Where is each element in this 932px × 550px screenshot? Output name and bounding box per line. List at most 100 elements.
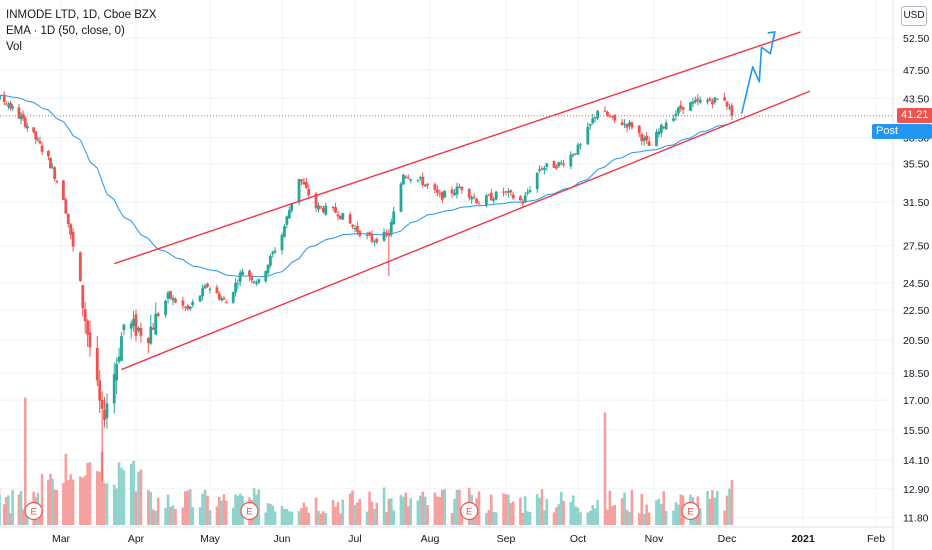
volume-bar <box>234 494 237 525</box>
candle-body <box>71 231 75 247</box>
candle <box>372 239 376 247</box>
candle <box>234 278 237 297</box>
candle-body <box>630 122 634 128</box>
volume-bar <box>339 513 342 525</box>
volume-bar <box>365 511 369 525</box>
candle-body <box>302 181 306 185</box>
candle-body <box>659 124 663 133</box>
candle-body <box>120 336 123 361</box>
volume-bar <box>198 507 202 525</box>
earnings-circle <box>681 501 700 521</box>
volume-bar <box>100 452 104 525</box>
volume-bar <box>83 475 87 525</box>
candle <box>224 299 228 304</box>
candle <box>509 189 513 197</box>
earnings-marker[interactable]: E <box>460 501 479 521</box>
candle <box>241 268 244 276</box>
candle-body <box>32 127 36 132</box>
volume-bar <box>129 463 133 525</box>
volume-bar <box>264 512 268 525</box>
candle <box>66 213 70 228</box>
y-tick-label: 35.50 <box>903 159 929 171</box>
candle <box>154 302 158 336</box>
candle-body <box>552 160 556 168</box>
volume-bar <box>302 502 306 525</box>
earnings-marker[interactable]: E <box>24 501 43 521</box>
x-tick-label: May <box>200 533 221 545</box>
earnings-label: E <box>30 507 36 518</box>
volume-bar <box>81 477 85 525</box>
earnings-marker[interactable]: E <box>240 501 259 521</box>
candle <box>555 164 558 170</box>
volume-bar <box>507 494 510 525</box>
candle <box>711 98 714 109</box>
candle-body <box>19 116 23 120</box>
volume-bar <box>53 489 56 525</box>
volume-bar <box>49 473 52 525</box>
post-value: 41.16 <box>876 139 904 152</box>
volume-bar <box>389 498 393 525</box>
volume-bar <box>606 509 609 525</box>
candle-body <box>435 189 439 193</box>
candle-body <box>625 124 629 128</box>
volume-bar <box>191 507 195 525</box>
candle-body <box>7 105 10 107</box>
volume-bar <box>708 498 712 525</box>
volume-bar <box>331 500 335 525</box>
candle <box>404 175 408 180</box>
candle <box>174 297 177 304</box>
currency-button[interactable]: USD <box>901 6 927 26</box>
volume-bar <box>579 512 582 525</box>
volume-bar <box>283 508 286 525</box>
candle-body <box>545 163 549 167</box>
candle <box>691 97 695 108</box>
candle-body <box>603 110 607 112</box>
volume-bar <box>387 498 391 525</box>
candle-body <box>250 276 254 281</box>
candle-body <box>610 116 614 118</box>
volume-bar <box>368 491 371 525</box>
candle-body <box>440 191 444 200</box>
candle <box>271 250 275 258</box>
candle <box>139 322 143 343</box>
candle-body <box>248 270 251 277</box>
candle <box>603 106 607 112</box>
candle-body <box>511 194 515 199</box>
candle <box>728 103 731 111</box>
candle-body <box>528 190 532 193</box>
candle <box>521 198 525 208</box>
candle-body <box>571 154 575 156</box>
candle <box>579 142 582 150</box>
candle <box>217 291 221 301</box>
candle-body <box>676 107 680 114</box>
volume-bar <box>645 504 648 525</box>
candlesticks <box>0 91 734 482</box>
volume-bar <box>375 502 379 525</box>
volume-bar <box>706 491 709 525</box>
candle-body <box>713 97 717 103</box>
candle <box>307 184 311 199</box>
candle <box>492 196 496 204</box>
candle-body <box>21 114 25 118</box>
candle <box>672 115 675 122</box>
candle-body <box>2 94 6 102</box>
candle-body <box>297 178 301 203</box>
candle-body <box>657 131 661 135</box>
candle <box>409 178 413 184</box>
candle-body <box>164 300 167 315</box>
candle <box>252 280 256 285</box>
candle <box>504 190 508 196</box>
candle <box>268 253 272 269</box>
candle <box>460 186 464 194</box>
candle <box>659 123 663 138</box>
candle-body <box>252 281 256 283</box>
candle <box>628 120 631 130</box>
y-tick-label: 52.50 <box>903 33 929 45</box>
volume-bar <box>71 479 75 525</box>
volume-bar <box>443 489 447 525</box>
candle <box>201 284 204 301</box>
candle <box>132 310 135 332</box>
earnings-marker[interactable]: E <box>681 501 700 521</box>
candle <box>321 205 325 214</box>
